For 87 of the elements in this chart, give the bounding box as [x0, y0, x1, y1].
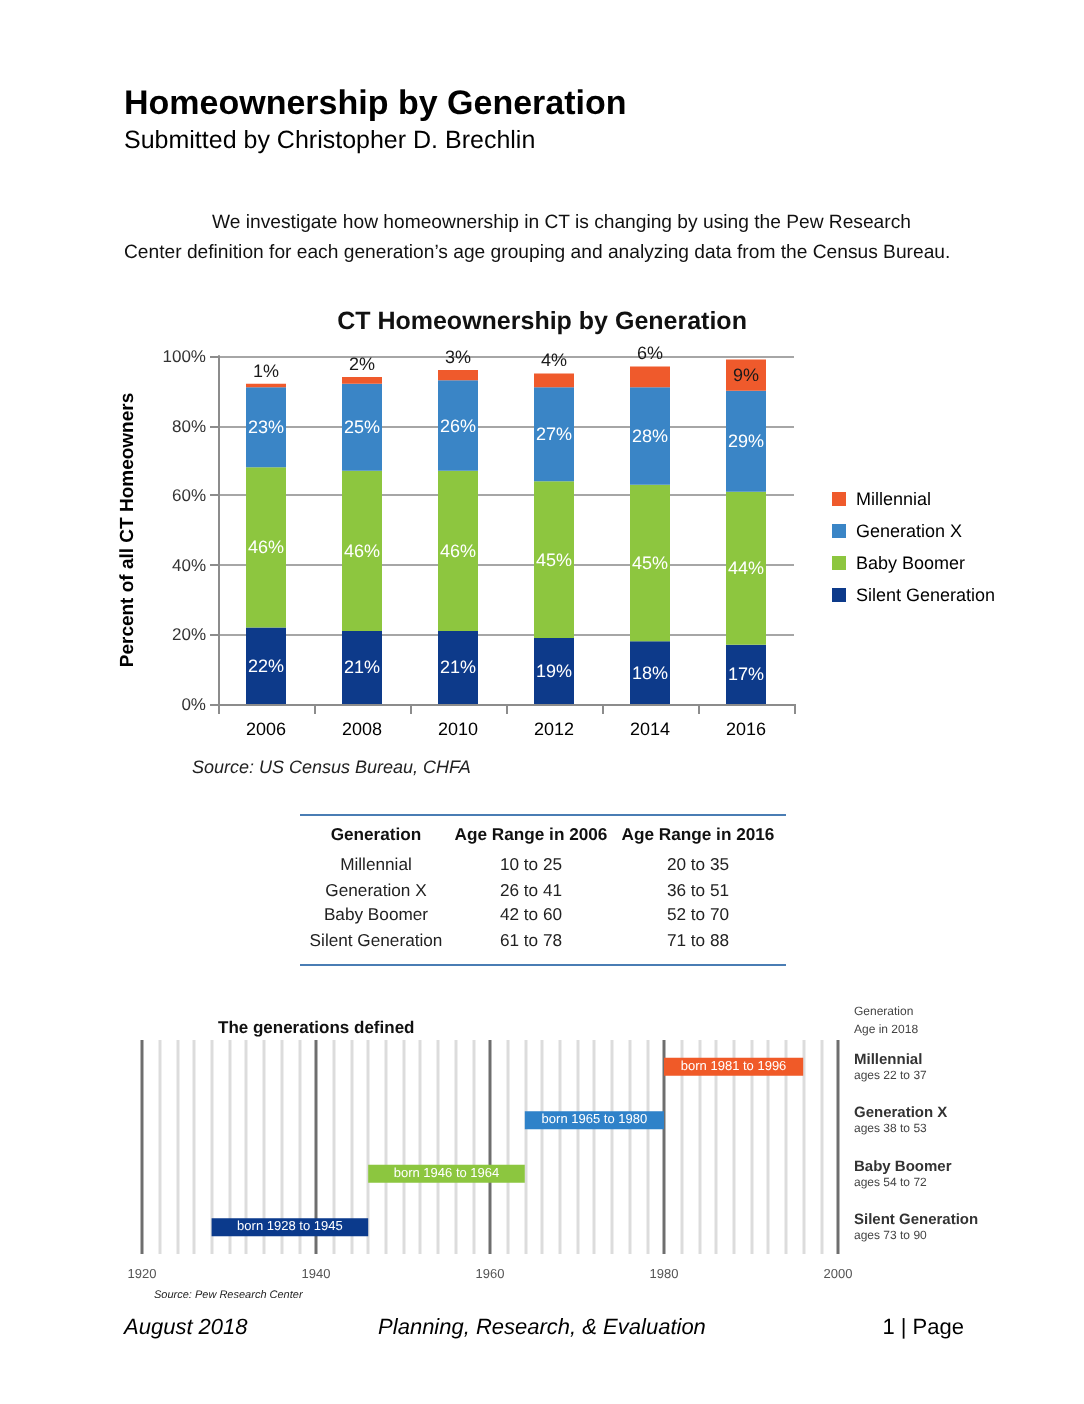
data-label: 29%: [727, 431, 765, 452]
bar: [630, 387, 670, 485]
y-tick-label: 60%: [171, 485, 207, 506]
data-label: 18%: [631, 662, 669, 683]
x-tick-label: 2006: [245, 719, 287, 739]
data-label: 6%: [636, 343, 664, 364]
bar: [438, 470, 478, 631]
data-label: 28%: [631, 426, 669, 447]
text: Silent Generation: [307, 928, 445, 955]
text: 61 to 78: [497, 928, 565, 955]
text: 10 to 25: [497, 852, 565, 878]
legend-label: Generation X: [856, 521, 963, 541]
bar: [534, 637, 574, 704]
text: Generation: [328, 822, 424, 848]
y-tick-label: 20%: [171, 624, 207, 645]
bar: [534, 373, 574, 388]
bar: [534, 481, 574, 638]
x-tick-label: 2008: [341, 719, 383, 739]
data-label: 46%: [343, 540, 381, 561]
bar: [246, 467, 286, 628]
data-label: 44%: [727, 558, 765, 579]
bar: [630, 484, 670, 642]
text: 26 to 41: [497, 877, 565, 903]
bar: [726, 390, 766, 492]
y-axis-title: Percent of all CT Homeowners: [117, 392, 139, 668]
data-label: 1%: [252, 360, 280, 381]
bar: [726, 644, 766, 704]
data-label: 3%: [444, 346, 472, 367]
text: Millennial: [338, 852, 414, 878]
data-label: 46%: [439, 540, 477, 561]
data-label: 25%: [343, 417, 381, 438]
bar: [342, 470, 382, 631]
bar: [438, 380, 478, 471]
bar: [246, 627, 286, 704]
bar: [534, 387, 574, 482]
bar: [342, 383, 382, 471]
x-tick-label: 2016: [725, 719, 767, 739]
data-label: 22%: [247, 655, 285, 676]
data-label: 2%: [348, 353, 376, 374]
text: Homeownership by Generation: [124, 84, 627, 124]
text: 71 to 88: [664, 928, 732, 955]
data-label: 23%: [247, 417, 285, 438]
data-label: 46%: [247, 537, 285, 558]
text: 36 to 51: [664, 877, 732, 903]
bar: [630, 641, 670, 704]
text: Planning, Research, & Evaluation: [378, 1316, 706, 1340]
legend-label: Millennial: [856, 489, 932, 509]
bar: [630, 366, 670, 388]
text: Submitted by Christopher D. Brechlin: [124, 126, 536, 154]
bar: [726, 491, 766, 645]
source-note: Source: US Census Bureau, CHFA: [192, 757, 471, 777]
data-label: 26%: [439, 415, 477, 436]
chart-title: The generations defined: [218, 1017, 415, 1037]
legend-label: Silent Generation: [856, 585, 996, 605]
bar: [342, 630, 382, 704]
data-label: 9%: [732, 365, 760, 386]
y-tick-label: 0%: [181, 694, 207, 714]
bar: [246, 387, 286, 468]
y-tick-label: 40%: [171, 554, 207, 575]
data-label: 21%: [343, 657, 381, 678]
data-label: 45%: [631, 553, 669, 574]
y-tick-label: 100%: [162, 346, 207, 366]
text: August 2018: [124, 1314, 248, 1344]
x-tick-label: 2012: [533, 719, 575, 739]
chart-title: CT Homeownership by Generation: [337, 307, 747, 335]
text: Age Range in 2016: [619, 822, 777, 848]
text: We investigate how homeownership in CT is changing by using the Pew Research Center definition for each generation’s age grouping and analyzing data from the Census Bureau.: [124, 210, 953, 268]
text: 52 to 70: [664, 902, 732, 929]
data-label: 45%: [535, 549, 573, 570]
bar: [438, 369, 478, 381]
legend-label: Baby Boomer: [856, 553, 966, 573]
data-label: 17%: [727, 664, 765, 685]
y-tick-label: 80%: [171, 415, 207, 436]
text: Generation X: [323, 877, 429, 903]
data-label: 21%: [439, 657, 477, 678]
data-label: 4%: [540, 350, 568, 371]
bar: [438, 630, 478, 704]
data-label: 27%: [535, 424, 573, 445]
text: Baby Boomer: [321, 902, 431, 929]
bar: [342, 376, 382, 384]
text: 42 to 60: [497, 902, 565, 929]
x-tick-label: 2014: [629, 719, 671, 739]
text: Age Range in 2006: [452, 822, 610, 848]
x-tick-label: 2010: [437, 719, 479, 739]
data-label: 19%: [535, 660, 573, 681]
text: 20 to 35: [664, 852, 732, 878]
text: 1 | Page: [882, 1314, 964, 1344]
